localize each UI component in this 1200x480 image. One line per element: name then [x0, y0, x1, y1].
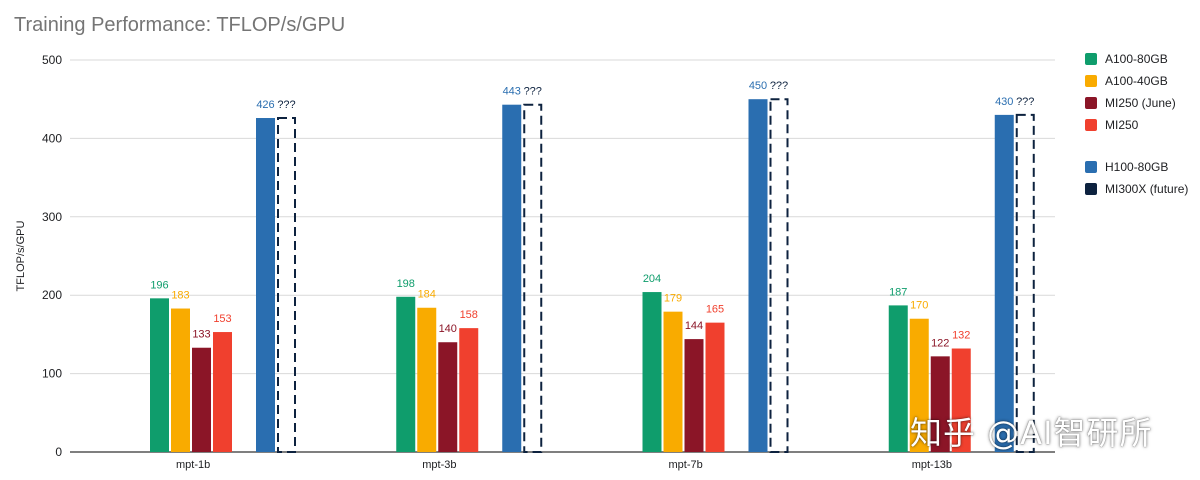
- y-tick-label-200: 200: [42, 288, 62, 302]
- data-label-mpt-3b-3: 158: [460, 309, 478, 321]
- data-label-mpt-7b-3: 165: [706, 304, 724, 316]
- legend-item-a100-40gb: A100-40GB: [1085, 74, 1168, 88]
- legend-label: A100-80GB: [1105, 52, 1168, 66]
- bar-mpt-7b-mi250: [705, 322, 725, 452]
- bar-mpt-7b-h100-80gb: [748, 99, 768, 452]
- data-label-mpt-1b-3: 153: [213, 313, 231, 325]
- bar-mpt-13b-h100-80gb: [994, 114, 1014, 452]
- y-tick-label-300: 300: [42, 210, 62, 224]
- x-tick-label-mpt-3b: mpt-3b: [422, 459, 456, 471]
- bar-mpt-13b-mi250: [951, 348, 971, 452]
- bar-mpt-13b-mi250-june: [930, 356, 950, 452]
- y-tick-label-500: 500: [42, 53, 62, 67]
- bar-mpt-3b-a100-40gb: [417, 307, 437, 452]
- legend-item-a100-80gb: A100-80GB: [1085, 52, 1168, 66]
- y-axis-label: TFLOP/s/GPU: [15, 220, 27, 291]
- data-label-mpt-1b-4: 426: [256, 99, 274, 111]
- legend-label: MI300X (future): [1105, 182, 1189, 196]
- bar-mpt-7b-mi300x-future: [769, 98, 789, 453]
- legend-swatch: [1085, 183, 1097, 195]
- bar-mpt-1b-mi250-june: [192, 347, 211, 452]
- y-tick-label-400: 400: [42, 131, 62, 145]
- x-tick-label-mpt-7b: mpt-7b: [669, 459, 703, 471]
- bar-mpt-3b-h100-80gb: [502, 104, 522, 453]
- legend-swatch: [1085, 75, 1097, 87]
- bar-mpt-13b-a100-40gb: [909, 318, 929, 452]
- data-label-mpt-7b-5: ???: [770, 80, 788, 92]
- bar-mpt-7b-a100-40gb: [663, 311, 683, 452]
- data-label-mpt-13b-2: 122: [931, 337, 949, 349]
- legend-item-mi250-june: MI250 (June): [1085, 96, 1176, 110]
- bar-mpt-7b-a100-80gb: [642, 292, 662, 452]
- x-tick-label-mpt-1b: mpt-1b: [176, 459, 210, 471]
- bar-mpt-13b-a100-80gb: [888, 305, 908, 452]
- bar-mpt-3b-mi250-june: [438, 342, 458, 452]
- bar-mpt-1b-mi300x-future: [277, 117, 296, 454]
- legend-item-mi300x-future: MI300X (future): [1085, 182, 1188, 196]
- bar-mpt-3b-mi300x-future: [523, 103, 543, 454]
- chart-title: Training Performance: TFLOP/s/GPU: [14, 14, 346, 36]
- data-label-mpt-3b-1: 184: [418, 289, 436, 301]
- y-tick-label-100: 100: [42, 367, 62, 381]
- legend-item-h100-80gb: H100-80GB: [1085, 160, 1168, 174]
- bar-mpt-1b-mi250: [213, 332, 232, 452]
- data-label-mpt-3b-4: 443: [503, 86, 521, 98]
- bar-mpt-3b-mi250: [459, 328, 479, 452]
- data-label-mpt-7b-1: 179: [664, 293, 682, 305]
- legend-label: A100-40GB: [1105, 74, 1168, 88]
- legend-swatch: [1085, 119, 1097, 131]
- data-label-mpt-1b-5: ???: [277, 99, 295, 111]
- bar-mpt-1b-a100-40gb: [171, 308, 190, 452]
- data-label-mpt-13b-3: 132: [952, 330, 970, 342]
- data-label-mpt-1b-2: 133: [192, 329, 210, 341]
- data-label-mpt-13b-5: ???: [1016, 96, 1034, 108]
- data-label-mpt-7b-4: 450: [749, 80, 767, 92]
- data-label-mpt-3b-0: 198: [397, 278, 415, 290]
- data-label-mpt-13b-1: 170: [910, 300, 928, 312]
- x-tick-label-mpt-13b: mpt-13b: [912, 459, 952, 471]
- legend-item-mi250: MI250: [1085, 118, 1138, 132]
- watermark: 知乎 @AI智研所: [910, 414, 1153, 452]
- data-label-mpt-7b-2: 144: [685, 320, 703, 332]
- legend-label: MI250: [1105, 118, 1139, 132]
- bar-mpt-1b-h100-80gb: [256, 118, 275, 453]
- bar-mpt-13b-mi300x-future: [1015, 113, 1035, 453]
- legend-label: MI250 (June): [1105, 96, 1176, 110]
- legend-label: H100-80GB: [1105, 160, 1169, 174]
- data-label-mpt-13b-4: 430: [995, 96, 1013, 108]
- bar-mpt-3b-a100-80gb: [396, 296, 416, 452]
- legend-swatch: [1085, 161, 1097, 173]
- data-label-mpt-3b-2: 140: [439, 323, 457, 335]
- bar-mpt-1b-a100-80gb: [150, 298, 169, 452]
- data-label-mpt-1b-0: 196: [150, 279, 168, 291]
- data-label-mpt-13b-0: 187: [889, 286, 907, 298]
- legend-swatch: [1085, 53, 1097, 65]
- data-label-mpt-7b-0: 204: [643, 273, 661, 285]
- legend-swatch: [1085, 97, 1097, 109]
- bar-mpt-7b-mi250-june: [684, 339, 704, 452]
- data-label-mpt-1b-1: 183: [171, 290, 189, 302]
- data-label-mpt-3b-5: ???: [524, 86, 542, 98]
- y-tick-label-0: 0: [55, 445, 62, 459]
